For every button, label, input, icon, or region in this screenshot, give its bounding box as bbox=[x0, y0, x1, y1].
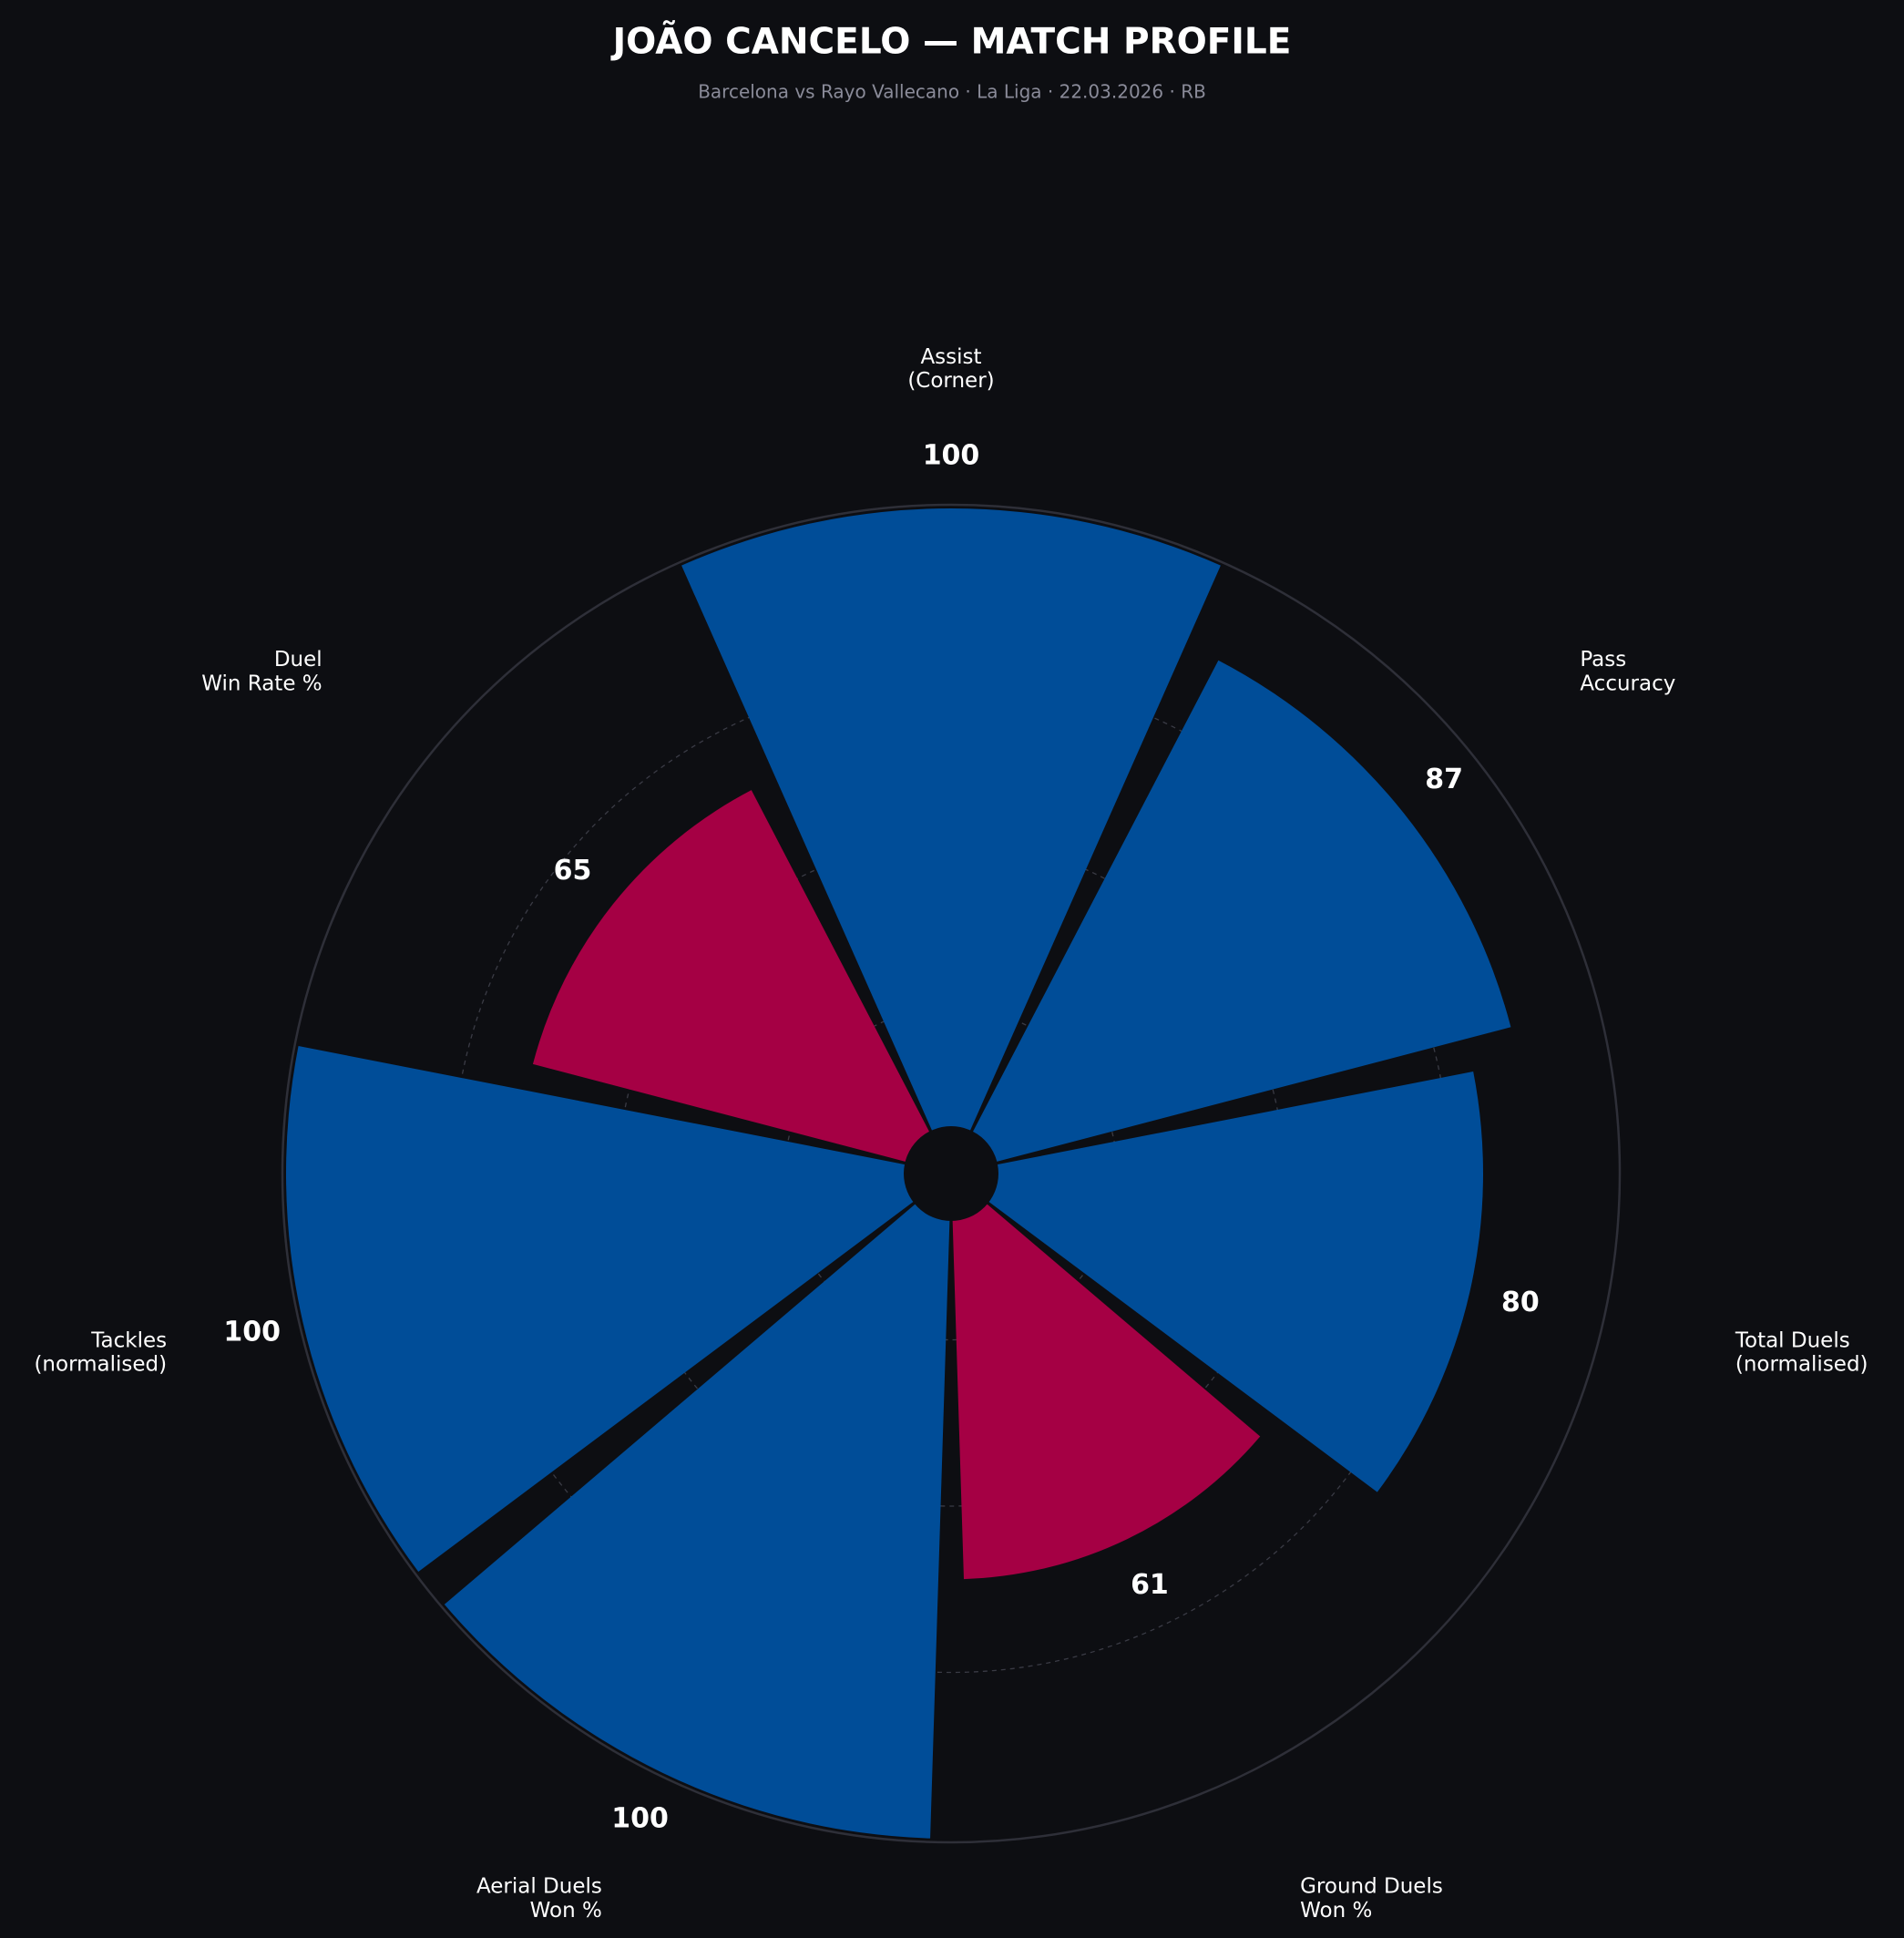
bar bbox=[681, 508, 1221, 1174]
value-label: 100 bbox=[611, 1803, 669, 1835]
bar bbox=[285, 1045, 951, 1572]
bar bbox=[951, 1174, 1261, 1580]
category-label: Pass Accuracy bbox=[1580, 648, 1675, 695]
category-label: Aerial Duels Won % bbox=[476, 1874, 602, 1922]
category-label: Assist (Corner) bbox=[907, 344, 994, 392]
category-label: Total Duels (normalised) bbox=[1735, 1328, 1868, 1376]
bar bbox=[951, 1071, 1483, 1492]
bar bbox=[951, 660, 1511, 1174]
value-label: 80 bbox=[1501, 1287, 1540, 1318]
category-label: Duel Win Rate % bbox=[201, 648, 322, 695]
bar bbox=[532, 790, 951, 1174]
category-label: Ground Duels Won % bbox=[1300, 1874, 1443, 1922]
outer-ring bbox=[281, 503, 1622, 1844]
chart-subtitle: Barcelona vs Rayo Vallecano · La Liga · … bbox=[698, 81, 1206, 103]
chart-title: JOÃO CANCELO — MATCH PROFILE bbox=[610, 20, 1292, 63]
bar bbox=[444, 1174, 951, 1839]
category-label: Tackles (normalised) bbox=[34, 1328, 167, 1376]
value-label: 100 bbox=[923, 440, 980, 472]
value-label: 100 bbox=[223, 1317, 281, 1348]
center-hole bbox=[904, 1126, 998, 1221]
value-label: 87 bbox=[1425, 764, 1463, 795]
value-label: 61 bbox=[1131, 1569, 1169, 1601]
value-label: 65 bbox=[554, 855, 592, 887]
